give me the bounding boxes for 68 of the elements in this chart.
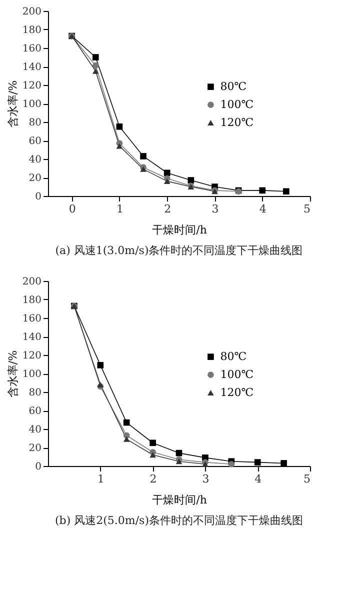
- point: [283, 188, 290, 195]
- y-tick-label: 160: [22, 314, 42, 324]
- text: (a) 风速1(3.0m/s)条件时的不同温度下干燥曲线图: [55, 244, 303, 257]
- point: [150, 440, 156, 446]
- point: [140, 153, 146, 160]
- x-axis-title: 干燥时间/h: [152, 494, 207, 506]
- point: [228, 460, 235, 468]
- x-tick-label: 1: [116, 202, 124, 216]
- y-tick-label: 100: [22, 369, 42, 380]
- y-tick-label: 40: [28, 154, 42, 166]
- point: [176, 450, 182, 456]
- y-tick-label: 180: [22, 295, 42, 306]
- legend-label: 100℃: [220, 368, 254, 381]
- point: [123, 436, 130, 442]
- y-tick-label: 0: [35, 192, 42, 202]
- point: [150, 452, 156, 458]
- point: [280, 460, 287, 466]
- y-tick-label: 140: [22, 332, 42, 343]
- point: [176, 458, 182, 464]
- y-tick-label: 20: [28, 443, 42, 454]
- y-tick-label: 180: [22, 25, 42, 36]
- legend-label: 80℃: [220, 350, 247, 363]
- y-tick-label: 60: [28, 136, 42, 147]
- y-tick-label: 40: [28, 424, 42, 436]
- y-tick-label: 80: [28, 388, 42, 398]
- point: [97, 362, 104, 368]
- y-tick-label: 160: [22, 44, 42, 54]
- y-tick-label: 120: [22, 350, 42, 362]
- text: (b) 风速2(5.0m/s)条件时的不同温度下干燥曲线图: [55, 514, 303, 527]
- x-axis-title: 干燥时间/h: [152, 224, 207, 236]
- y-axis-title: 含水率/%: [6, 80, 20, 128]
- legend-label: 80℃: [220, 80, 247, 93]
- point: [259, 187, 266, 194]
- point: [123, 419, 130, 426]
- point: [92, 54, 99, 60]
- x-tick-label: 0: [68, 202, 76, 216]
- y-tick-label: 60: [28, 406, 42, 417]
- x-tick-label: 5: [304, 202, 310, 216]
- legend-label: 120℃: [220, 386, 254, 399]
- x-tick-label: 3: [212, 202, 219, 216]
- y-tick-label: 200: [22, 276, 42, 288]
- y-tick-label: 120: [22, 80, 42, 92]
- x-tick-label: 2: [164, 202, 172, 216]
- point: [116, 143, 123, 149]
- y-tick-label: 140: [22, 62, 42, 73]
- x-tick-label: 3: [202, 472, 210, 486]
- x-tick-label: 2: [150, 472, 157, 486]
- legend-label: 120℃: [220, 116, 254, 129]
- y-tick-label: 100: [22, 99, 42, 110]
- y-axis-title: 含水率/%: [6, 350, 20, 398]
- point: [164, 178, 170, 184]
- x-tick-label: 4: [259, 202, 266, 216]
- point: [97, 382, 104, 388]
- y-tick-label: 200: [22, 6, 42, 18]
- point: [92, 62, 99, 69]
- x-tick-label: 5: [304, 472, 310, 486]
- x-tick-label: 1: [97, 472, 104, 486]
- point: [92, 68, 99, 74]
- y-tick-label: 20: [28, 173, 42, 184]
- y-tick-label: 0: [35, 462, 42, 472]
- y-tick-label: 80: [28, 118, 42, 128]
- point: [188, 177, 194, 184]
- point: [116, 123, 123, 130]
- point: [123, 432, 130, 439]
- legend-label: 100℃: [220, 98, 254, 111]
- x-tick-label: 4: [254, 472, 262, 486]
- point: [164, 170, 170, 176]
- point: [254, 459, 261, 466]
